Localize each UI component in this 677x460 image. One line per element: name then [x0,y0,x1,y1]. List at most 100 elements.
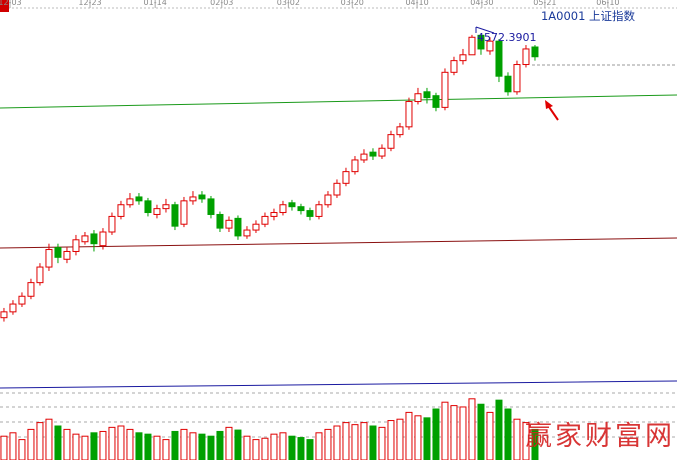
volume-bar [198,433,206,460]
candle-body [45,249,53,268]
candle-body [198,194,206,200]
volume-bar [279,432,287,460]
volume-bar [459,406,467,460]
candle-body [18,295,26,305]
x-tick-label: 03-20 [341,0,364,7]
candle-body [477,34,485,50]
volume-bar [54,425,62,460]
candle-body [72,239,80,252]
candle-body [144,200,152,214]
x-tick-label: 04-30 [470,0,493,7]
candle-body [63,250,71,260]
volume-bar [36,422,44,460]
candle-body [54,247,62,258]
volume-bar [0,435,8,460]
candle-body [459,54,467,62]
x-tick-label: 03-02 [277,0,300,7]
x-tick-label: 04-10 [405,0,428,7]
volume-bar [414,415,422,460]
candle-body [162,204,170,210]
volume-bar [513,418,521,460]
candle-body [423,91,431,99]
volume-bar [27,428,35,460]
candle-body [504,75,512,93]
volume-bar [9,432,17,460]
volume-bar [162,439,170,460]
candle-body [378,147,386,157]
volume-bar [405,411,413,460]
volume-bar [99,430,107,460]
volume-bar [360,422,368,460]
candle-body [180,200,188,225]
candle-body [369,151,377,157]
trend-line [0,94,677,109]
candle-body [297,206,305,212]
volume-bar [216,430,224,460]
candle-body [90,233,98,245]
x-tick-label: 12-23 [78,0,101,7]
volume-bar [324,428,332,460]
candle-body [522,48,530,66]
volume-bar [450,405,458,460]
candle-body [531,46,539,58]
x-tick-label: 06-10 [596,0,619,7]
volume-bar [396,418,404,460]
candle-body [450,60,458,73]
volume-bar [180,428,188,460]
candle-body [513,64,521,93]
volume-bar [45,418,53,460]
candle-body [396,126,404,136]
volume-bar [504,408,512,460]
candle-body [279,204,287,214]
volume-bar [261,437,269,460]
candle-body [126,198,134,206]
candle-body [99,231,107,247]
candle-body [207,198,215,215]
candle-body [234,217,242,237]
candle-body [243,229,251,237]
volume-bar [243,435,251,460]
candle-body [432,95,440,108]
volume-bar [144,433,152,460]
candle-body [216,213,224,229]
volume-bar [495,399,503,460]
volume-bar [135,432,143,460]
volume-bar [225,426,233,460]
volume-bar [432,408,440,460]
volume-bar [18,439,26,460]
candle-body [225,219,233,229]
volume-bar [171,430,179,460]
candle-body [153,208,161,215]
volume-bar [288,435,296,460]
candle-body [351,159,359,173]
candle-body [360,153,368,161]
volume-bar [306,439,314,460]
volume-bar [522,422,530,460]
volume-bar [81,435,89,460]
x-tick-label: 05-21 [533,0,556,7]
volume-bar [108,426,116,460]
volume-bar [126,428,134,460]
volume-bar [234,429,242,460]
candle-body [81,235,89,243]
volume-bar [117,425,125,460]
candle-body [414,93,422,103]
corner-marker [0,0,9,12]
candle-body [468,36,476,56]
candle-body [306,210,314,217]
volume-bar [441,401,449,460]
candle-body [252,223,260,231]
candle-body [36,266,44,284]
volume-bar [315,432,323,460]
candle-body [0,311,8,319]
candle-body [315,204,323,217]
volume-bar [153,435,161,460]
volume-bar [423,417,431,460]
volume-bar [477,403,485,460]
volume-bar [378,426,386,460]
volume-bar [486,411,494,460]
candle-body [27,282,35,297]
candle-body [117,204,125,217]
candle-body [135,196,143,202]
